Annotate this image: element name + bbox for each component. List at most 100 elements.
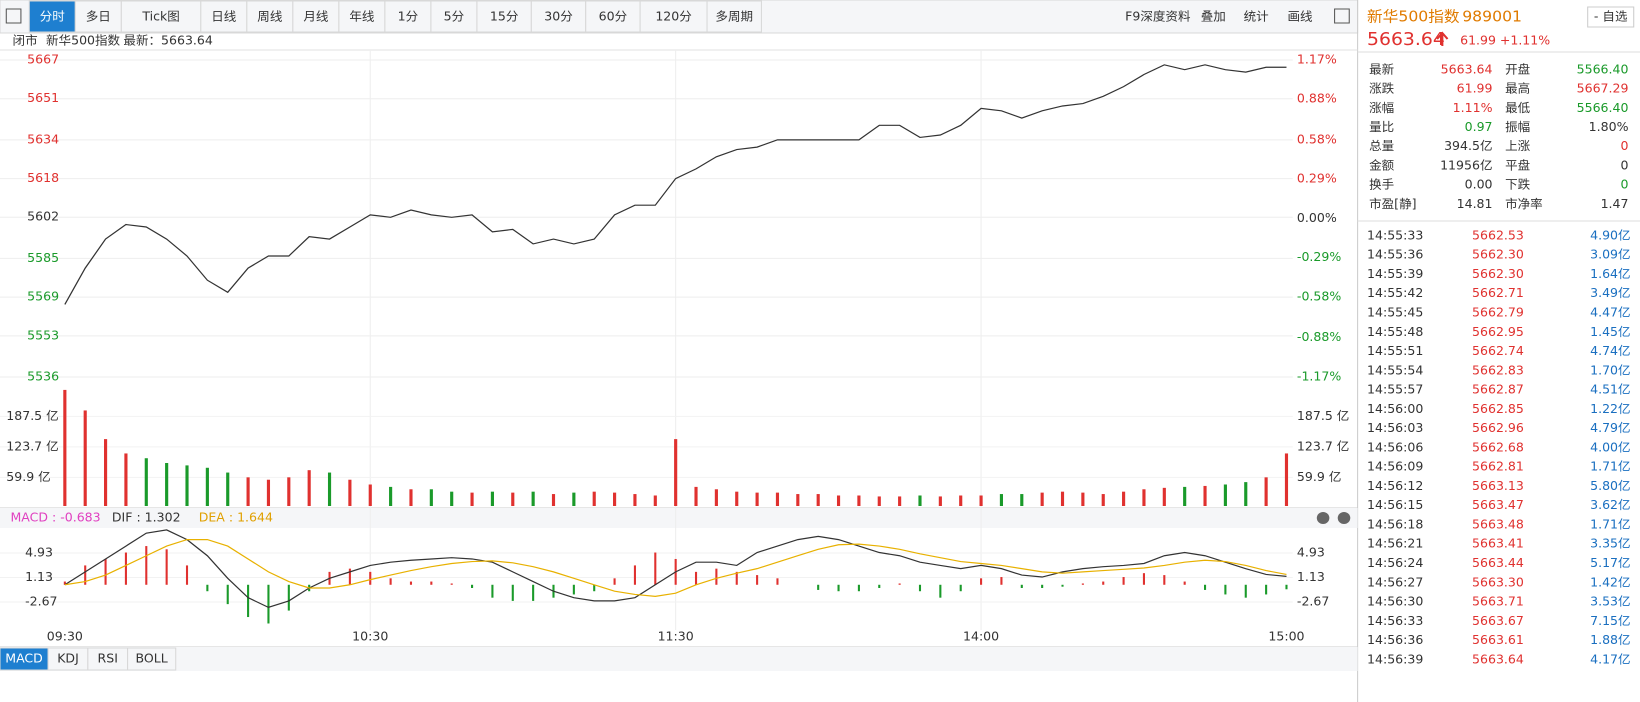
indicator-tab-label[interactable]: RSI bbox=[98, 652, 118, 666]
panel-icon[interactable] bbox=[5, 8, 22, 24]
volume-bar bbox=[226, 472, 230, 506]
tab-button[interactable] bbox=[120, 0, 202, 33]
tab-button[interactable] bbox=[74, 0, 122, 33]
stat-value: 5663.64 bbox=[1441, 63, 1493, 77]
trade-amount: 4.00亿 bbox=[1590, 440, 1630, 455]
tab-button[interactable] bbox=[292, 0, 340, 33]
stat-label: 开盘 bbox=[1505, 62, 1530, 77]
watch-button-label[interactable]: - 自选 bbox=[1594, 10, 1628, 24]
trade-price: 5662.83 bbox=[1472, 364, 1524, 378]
y-tick-label: 5536 bbox=[27, 370, 59, 384]
trade-amount: 1.71亿 bbox=[1590, 459, 1630, 474]
tab-button-label[interactable]: 多日 bbox=[86, 10, 111, 24]
tab-button[interactable] bbox=[706, 0, 762, 33]
volume-bar bbox=[714, 489, 718, 506]
volume-bar bbox=[1264, 477, 1268, 506]
volume-bar bbox=[368, 484, 372, 506]
y-tick-label: 5651 bbox=[27, 91, 59, 105]
tab-button-label[interactable]: 月线 bbox=[303, 10, 328, 24]
tool-button[interactable]: 叠加 bbox=[1201, 10, 1226, 24]
indicator-tab-label[interactable]: BOLL bbox=[136, 652, 168, 666]
volume-bar bbox=[735, 491, 739, 506]
y2-tick-label: -0.88% bbox=[1297, 330, 1341, 344]
trade-amount: 7.15亿 bbox=[1590, 613, 1630, 628]
tool-button[interactable]: F9深度资料 bbox=[1125, 9, 1190, 24]
stat-label: 市盈[静] bbox=[1369, 196, 1416, 211]
indicator-tab-label[interactable]: MACD bbox=[5, 652, 43, 666]
trade-amount: 1.42亿 bbox=[1590, 575, 1630, 590]
stat-value: 1.47 bbox=[1601, 197, 1629, 211]
trade-time: 14:55:57 bbox=[1367, 383, 1423, 397]
close-icon[interactable] bbox=[1316, 512, 1330, 524]
tab-button-label[interactable]: 分时 bbox=[40, 10, 65, 24]
volume-bar bbox=[938, 496, 942, 506]
quote-change-pct: +1.11% bbox=[1500, 34, 1550, 48]
volume-bar bbox=[755, 492, 759, 506]
stat-value: 11956亿 bbox=[1440, 158, 1492, 173]
trade-time: 14:55:54 bbox=[1367, 364, 1424, 378]
tab-button[interactable] bbox=[639, 0, 708, 33]
tab-button[interactable] bbox=[200, 0, 248, 33]
y-tick-label: 59.9 亿 bbox=[6, 469, 50, 484]
tab-button[interactable] bbox=[384, 0, 432, 33]
tab-button-label[interactable]: 年线 bbox=[349, 10, 374, 24]
y2-tick-label: -2.67 bbox=[1297, 595, 1329, 609]
stat-label: 涨幅 bbox=[1369, 100, 1394, 115]
y-tick-label: 187.5 亿 bbox=[6, 408, 58, 423]
tool-button[interactable]: 画线 bbox=[1288, 10, 1313, 24]
stat-label: 量比 bbox=[1369, 120, 1394, 134]
tab-button[interactable] bbox=[338, 0, 386, 33]
tab-button-label[interactable]: Tick图 bbox=[141, 10, 179, 24]
settings-icon[interactable] bbox=[1337, 512, 1351, 524]
tool-button[interactable]: 统计 bbox=[1244, 10, 1269, 24]
tab-button-label[interactable]: 60分 bbox=[599, 10, 627, 24]
volume-bar bbox=[511, 492, 515, 506]
trade-amount: 3.53亿 bbox=[1590, 594, 1630, 609]
volume-bar bbox=[653, 495, 657, 506]
trade-amount: 4.90亿 bbox=[1590, 228, 1630, 243]
y-tick-label: 123.7 亿 bbox=[6, 439, 58, 454]
stat-value: 1.11% bbox=[1453, 101, 1493, 115]
trade-amount: 5.17亿 bbox=[1590, 555, 1630, 570]
tab-button-label[interactable]: 日线 bbox=[211, 10, 236, 24]
trade-price: 5662.30 bbox=[1472, 248, 1524, 262]
tab-button[interactable] bbox=[585, 0, 641, 33]
y2-tick-label: -0.58% bbox=[1297, 290, 1341, 304]
tab-button-label[interactable]: 30分 bbox=[544, 10, 572, 24]
tab-button[interactable] bbox=[476, 0, 532, 33]
stat-value: 0 bbox=[1621, 178, 1629, 192]
trade-amount: 1.64亿 bbox=[1590, 266, 1630, 281]
tab-button-label[interactable]: 5分 bbox=[444, 10, 465, 24]
tab-button[interactable] bbox=[28, 0, 76, 33]
panel-icon[interactable] bbox=[1334, 8, 1350, 24]
stat-label: 平盘 bbox=[1505, 158, 1530, 173]
volume-bar bbox=[266, 479, 271, 506]
stat-label: 最新 bbox=[1369, 62, 1394, 77]
tab-button-label[interactable]: 1分 bbox=[398, 10, 419, 24]
status: 闭市 bbox=[13, 33, 38, 48]
y2-tick-label: -0.29% bbox=[1297, 250, 1341, 264]
indicator-tab[interactable] bbox=[127, 647, 177, 671]
tab-button-label[interactable]: 周线 bbox=[257, 10, 282, 24]
volume-bar bbox=[1060, 491, 1065, 506]
indicator-tab-label[interactable]: KDJ bbox=[57, 652, 79, 666]
trade-price: 5663.41 bbox=[1472, 537, 1524, 551]
y-tick-label: 4.93 bbox=[25, 546, 53, 560]
volume-bar bbox=[1081, 492, 1085, 506]
tab-button-label[interactable]: 多周期 bbox=[715, 10, 753, 24]
watch-button[interactable] bbox=[1587, 6, 1635, 28]
trade-price: 5663.47 bbox=[1472, 498, 1524, 512]
y2-tick-label: -1.17% bbox=[1297, 370, 1341, 384]
tab-button-label[interactable]: 15分 bbox=[490, 10, 518, 24]
volume-bar bbox=[103, 439, 108, 506]
volume-bar bbox=[898, 496, 902, 506]
volume-bar bbox=[63, 389, 67, 506]
tab-button-label[interactable]: 120分 bbox=[655, 10, 691, 24]
volume-bar bbox=[348, 479, 352, 506]
trade-time: 14:56:18 bbox=[1367, 518, 1423, 532]
volume-bar bbox=[775, 492, 780, 506]
stat-label: 下跌 bbox=[1505, 177, 1530, 192]
stat-value: 1.80% bbox=[1589, 120, 1629, 134]
trade-amount: 1.22亿 bbox=[1590, 401, 1630, 416]
x-tick-label: 14:00 bbox=[963, 630, 999, 644]
